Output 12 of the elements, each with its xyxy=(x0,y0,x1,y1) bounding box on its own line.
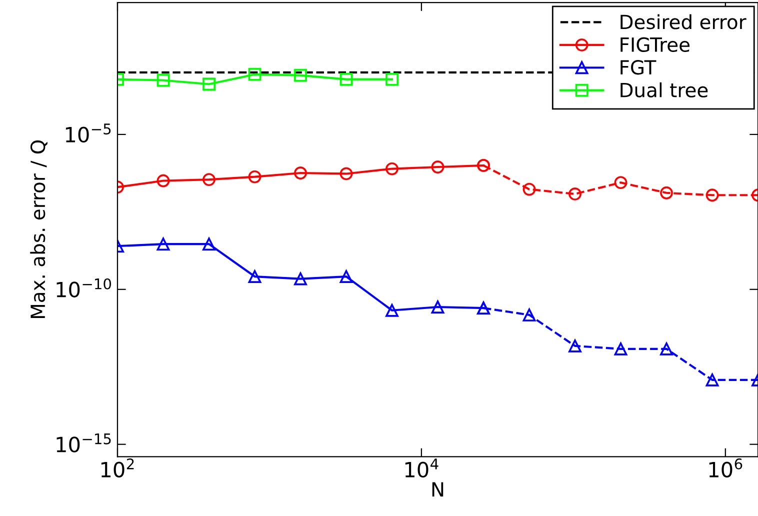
y-tick-label: 10$^{−10}$ xyxy=(56,278,112,298)
y-tick-label: 10$^{−15}$ xyxy=(56,433,111,452)
y-axis-title: Max. abs. error / Q xyxy=(30,140,48,318)
x-tick-label: 10$^{4}$ xyxy=(405,458,438,478)
legend-label: Dual tree xyxy=(620,82,708,98)
legend-label: FGT xyxy=(620,60,656,75)
legend-label: FIGTree xyxy=(620,37,690,52)
y-tick-label: 10$^{−5}$ xyxy=(66,124,111,143)
legend-label: Desired error xyxy=(620,14,746,30)
x-axis-title: N xyxy=(432,482,444,496)
x-tick-label: 10$^{2}$ xyxy=(101,458,134,478)
x-tick-label: 10$^{6}$ xyxy=(709,458,742,478)
